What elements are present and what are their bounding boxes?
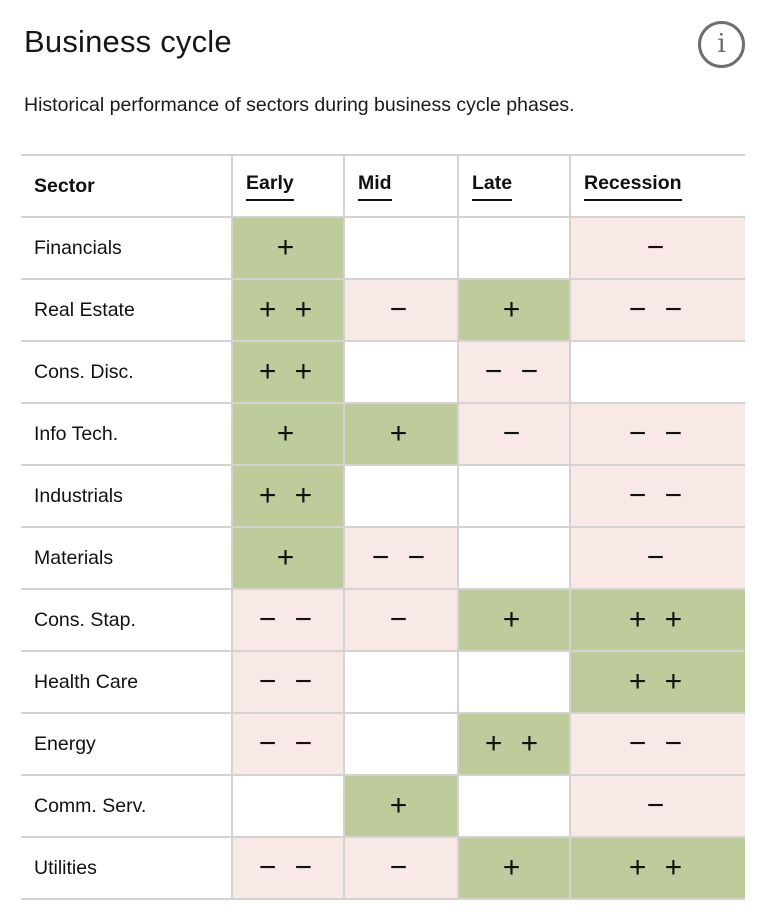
- rating-cell-late: [457, 216, 570, 279]
- rating-cell-late: + +: [457, 712, 570, 775]
- table-row: Health Care − − + +: [21, 650, 745, 713]
- table-row: Cons. Stap. − − − + + +: [21, 588, 745, 651]
- sector-label: Utilities: [21, 836, 232, 900]
- table-row: Cons. Disc. + + − −: [21, 340, 745, 403]
- sector-label: Materials: [21, 526, 232, 589]
- page-title: Business cycle: [24, 24, 232, 59]
- table-row: Comm. Serv. + −: [21, 774, 745, 837]
- sector-label: Real Estate: [21, 278, 232, 341]
- table-row: Utilities − − − + + +: [21, 836, 745, 900]
- table-row: Materials + − − −: [21, 526, 745, 589]
- info-icon: i: [717, 28, 726, 59]
- sector-label: Cons. Disc.: [21, 340, 232, 403]
- rating-cell-recession: − −: [569, 278, 745, 341]
- rating-cell-recession: −: [569, 774, 745, 837]
- table-row: Energy − − + + − −: [21, 712, 745, 775]
- sector-performance-table: Sector Early Mid Late Recession Financials + −…: [21, 154, 745, 900]
- sector-label: Health Care: [21, 650, 232, 713]
- widget-header: Business cycle i: [21, 20, 745, 68]
- rating-cell-recession: − −: [569, 402, 745, 465]
- rating-cell-recession: − −: [569, 464, 745, 527]
- rating-cell-recession: − −: [569, 712, 745, 775]
- table-header-row: Sector Early Mid Late Recession: [21, 154, 745, 217]
- rating-cell-late: −: [457, 402, 570, 465]
- subtitle: Historical performance of sectors during…: [24, 94, 575, 116]
- rating-cell-late: +: [457, 836, 570, 900]
- column-header-late: Late: [457, 154, 570, 217]
- rating-cell-early: − −: [231, 650, 344, 713]
- rating-cell-recession: + +: [569, 588, 745, 651]
- sector-label: Cons. Stap.: [21, 588, 232, 651]
- sector-label: Financials: [21, 216, 232, 279]
- rating-cell-recession: + +: [569, 836, 745, 900]
- rating-cell-early: − −: [231, 588, 344, 651]
- rating-cell-early: + +: [231, 278, 344, 341]
- rating-cell-early: + +: [231, 464, 344, 527]
- rating-cell-late: +: [457, 588, 570, 651]
- rating-cell-early: +: [231, 216, 344, 279]
- rating-cell-late: [457, 526, 570, 589]
- column-header-sector: Sector: [21, 154, 232, 217]
- sector-label: Industrials: [21, 464, 232, 527]
- rating-cell-late: [457, 464, 570, 527]
- column-header-mid: Mid: [343, 154, 458, 217]
- rating-cell-recession: −: [569, 216, 745, 279]
- sector-label: Info Tech.: [21, 402, 232, 465]
- rating-cell-mid: [343, 340, 458, 403]
- rating-cell-mid: [343, 712, 458, 775]
- rating-cell-early: +: [231, 402, 344, 465]
- rating-cell-mid: +: [343, 774, 458, 837]
- sector-label: Energy: [21, 712, 232, 775]
- rating-cell-early: + +: [231, 340, 344, 403]
- rating-cell-mid: − −: [343, 526, 458, 589]
- rating-cell-early: − −: [231, 712, 344, 775]
- rating-cell-mid: −: [343, 836, 458, 900]
- rating-cell-late: [457, 774, 570, 837]
- rating-cell-late: − −: [457, 340, 570, 403]
- column-header-early: Early: [231, 154, 344, 217]
- table-row: Real Estate + + − + − −: [21, 278, 745, 341]
- info-button[interactable]: i: [698, 21, 745, 68]
- business-cycle-widget: Business cycle i Historical performance …: [21, 20, 745, 900]
- column-header-label-mid[interactable]: Mid: [358, 172, 392, 201]
- column-header-recession: Recession: [569, 154, 745, 217]
- table-row: Info Tech. + + − − −: [21, 402, 745, 465]
- rating-cell-late: +: [457, 278, 570, 341]
- rating-cell-mid: −: [343, 278, 458, 341]
- column-header-label-recession[interactable]: Recession: [584, 172, 682, 201]
- column-header-label-late[interactable]: Late: [472, 172, 513, 201]
- rating-cell-mid: [343, 464, 458, 527]
- rating-cell-recession: [569, 340, 745, 403]
- rating-cell-early: +: [231, 526, 344, 589]
- rating-cell-mid: −: [343, 588, 458, 651]
- rating-cell-recession: −: [569, 526, 745, 589]
- column-header-label-sector: Sector: [34, 174, 95, 197]
- table-row: Financials + −: [21, 216, 745, 279]
- rating-cell-mid: [343, 650, 458, 713]
- rating-cell-recession: + +: [569, 650, 745, 713]
- column-header-label-early[interactable]: Early: [246, 172, 294, 201]
- rating-cell-early: [231, 774, 344, 837]
- rating-cell-early: − −: [231, 836, 344, 900]
- table-row: Industrials + + − −: [21, 464, 745, 527]
- rating-cell-late: [457, 650, 570, 713]
- sector-label: Comm. Serv.: [21, 774, 232, 837]
- rating-cell-mid: +: [343, 402, 458, 465]
- rating-cell-mid: [343, 216, 458, 279]
